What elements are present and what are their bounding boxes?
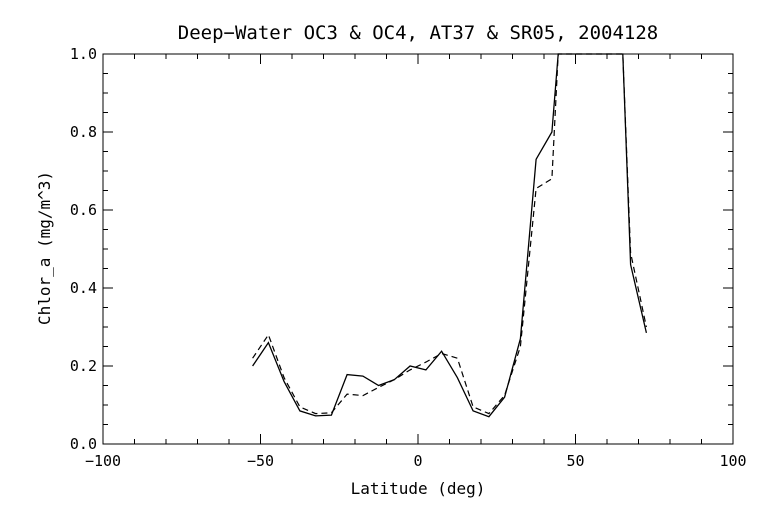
- y-tick-label: 0.4: [70, 279, 97, 297]
- plot-frame: [102, 53, 734, 445]
- x-tick-label: −100: [85, 452, 121, 470]
- y-tick-label: 1.0: [70, 45, 97, 63]
- series-line-solid: [252, 53, 648, 418]
- series-line-dashed: [252, 53, 647, 415]
- axis-ticks: −100 −50 0 50 100 0.0 0.2 0.4 0.6 0.8 1.0: [70, 45, 747, 470]
- y-axis-label: Chlor_a (mg/m^3): [35, 171, 54, 325]
- x-tick-label: 0: [413, 452, 422, 470]
- y-tick-label: 0.0: [70, 435, 97, 453]
- series-layer: [252, 53, 648, 418]
- x-tick-label: 100: [719, 452, 746, 470]
- y-tick-label: 0.2: [70, 357, 97, 375]
- y-tick-label: 0.8: [70, 123, 97, 141]
- x-tick-label: 50: [566, 452, 584, 470]
- x-axis-label: Latitude (deg): [351, 479, 486, 498]
- y-tick-label: 0.6: [70, 201, 97, 219]
- chart-title: Deep−Water OC3 & OC4, AT37 & SR05, 20041…: [178, 22, 658, 44]
- x-tick-label: −50: [247, 452, 274, 470]
